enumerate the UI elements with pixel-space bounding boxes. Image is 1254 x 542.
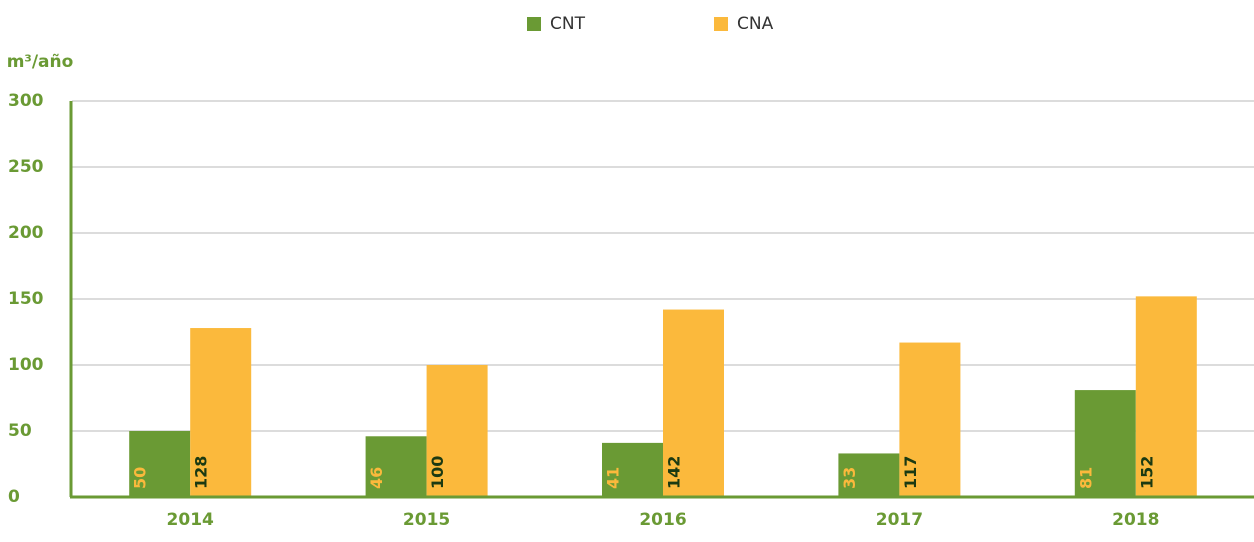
x-tick-label: 2016: [639, 510, 686, 530]
y-axis-label: m³/año: [7, 52, 74, 72]
y-tick-label: 250: [8, 157, 44, 177]
bar: [426, 365, 488, 497]
legend-swatch: [527, 17, 541, 31]
bar: [365, 436, 427, 497]
value-label: 50: [131, 467, 150, 489]
x-tick-label: 2017: [876, 510, 923, 530]
y-tick-label: 300: [8, 91, 44, 111]
legend-label: CNT: [550, 14, 586, 34]
y-tick-label: 150: [8, 289, 44, 309]
bar: [1074, 390, 1136, 497]
bar: [129, 431, 191, 497]
bar: [899, 342, 961, 497]
value-label: 142: [665, 456, 684, 489]
value-label: 33: [840, 467, 859, 489]
x-tick-label: 2018: [1112, 510, 1159, 530]
y-tick-label: 0: [8, 487, 20, 507]
y-tick-label: 50: [8, 421, 32, 441]
x-tick-label: 2015: [403, 510, 450, 530]
value-label: 128: [192, 456, 211, 489]
legend-swatch: [714, 17, 728, 31]
bar: [838, 453, 900, 497]
value-label: 117: [901, 456, 920, 489]
legend-label: CNA: [737, 14, 774, 34]
x-tick-label: 2014: [167, 510, 214, 530]
value-label: 81: [1076, 467, 1095, 489]
y-tick-label: 100: [8, 355, 44, 375]
value-label: 100: [428, 456, 447, 489]
value-label: 152: [1137, 456, 1156, 489]
value-label: 46: [367, 467, 386, 489]
bar: [602, 442, 663, 497]
bar: [190, 328, 252, 497]
y-tick-label: 200: [8, 223, 44, 243]
bar: [1135, 296, 1197, 497]
bar: [663, 309, 724, 497]
value-label: 41: [604, 467, 623, 489]
